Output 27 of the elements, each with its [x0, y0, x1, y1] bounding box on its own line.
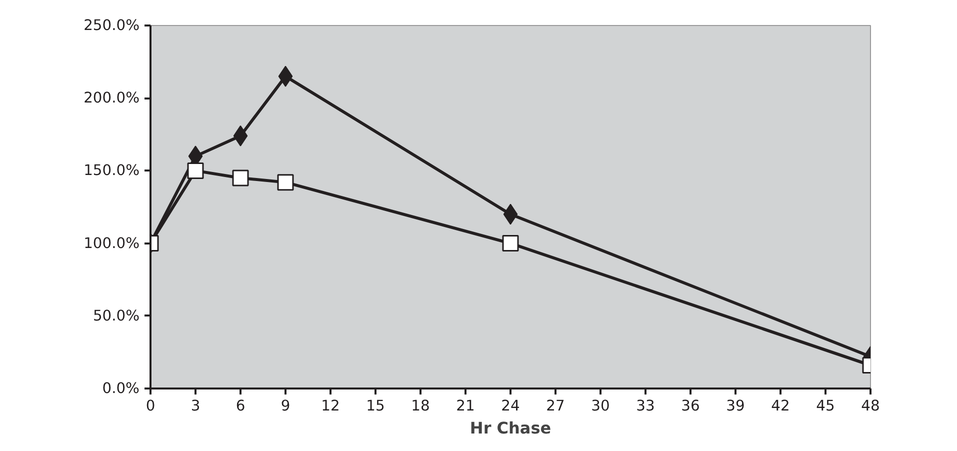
x-tick-label: 0 [146, 398, 156, 414]
y-tick-label: 250.0% [84, 17, 140, 34]
x-tick-label: 24 [501, 398, 520, 414]
point [232, 170, 249, 186]
x-axis-title: Hr Chase [470, 418, 552, 438]
x-tick-label: 27 [546, 398, 565, 414]
x-tick-label: 30 [591, 398, 610, 414]
x-tick-label: 12 [321, 398, 340, 414]
x-tick-label: 39 [726, 398, 745, 414]
x-tick-label: 15 [366, 398, 385, 414]
x-tick-label: 21 [456, 398, 475, 414]
x-tick-label: 45 [816, 398, 835, 414]
x-tick-label: 9 [280, 398, 290, 414]
x-tick-label: 3 [190, 398, 200, 414]
x-tick-label: 36 [681, 398, 700, 414]
y-tick-label: 100.0% [84, 234, 140, 252]
y-tick-label: 0.0% [102, 380, 140, 397]
x-tick-label: 18 [411, 398, 430, 414]
x-tick-label: 6 [236, 398, 246, 414]
point [187, 162, 204, 179]
x-tick-label: 48 [861, 398, 880, 414]
point [277, 174, 294, 191]
x-tick-label: 42 [771, 398, 790, 414]
x-tick-label: 33 [636, 398, 655, 414]
y-tick-label: 50.0% [92, 307, 140, 324]
y-tick-label: 200.0% [84, 90, 140, 107]
y-tick-label: 150.0% [84, 162, 140, 180]
